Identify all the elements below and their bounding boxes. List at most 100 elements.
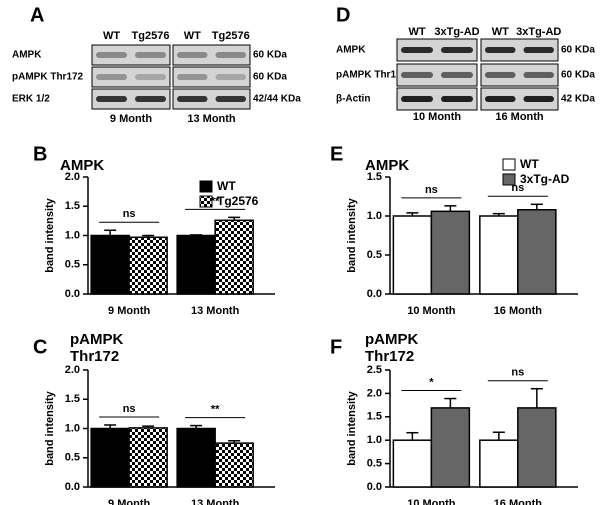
- x-tick-label: 9 Month: [108, 305, 150, 317]
- bar: [392, 215, 433, 295]
- bar: [176, 234, 216, 295]
- blot-size-label: 60 KDa: [561, 70, 595, 81]
- blot-row-label: pAMPK Thr172: [336, 70, 408, 81]
- blot-image: [91, 88, 171, 110]
- bar: [176, 427, 216, 488]
- blot-size-label: 42 KDa: [561, 94, 595, 105]
- bar: [392, 439, 433, 488]
- blot-row-label: ERK 1/2: [12, 94, 50, 105]
- legend-label: 3xTg-AD: [520, 172, 570, 186]
- blot-band: [401, 72, 433, 78]
- x-tick-label: 13 Month: [191, 305, 240, 317]
- y-tick-label: 0.5: [367, 458, 382, 470]
- y-tick-label: 1.0: [367, 210, 382, 222]
- bar: [517, 407, 557, 488]
- bar: [90, 427, 130, 488]
- blot-band: [135, 74, 166, 80]
- blot-band: [177, 96, 208, 102]
- blot-band: [177, 52, 208, 58]
- blot-size-label: 60 KDa: [253, 72, 287, 83]
- blot-band: [441, 96, 473, 102]
- blot-band: [177, 74, 208, 80]
- blot-image: [91, 66, 171, 88]
- y-tick-label: 0.0: [367, 481, 382, 493]
- legend-swatch: [199, 195, 213, 208]
- y-tick-label: 1.5: [367, 171, 382, 183]
- blot-band: [441, 47, 473, 53]
- y-tick-label: 0.5: [65, 259, 80, 271]
- bar: [479, 439, 519, 488]
- legend-swatch: [199, 180, 213, 193]
- bar: [430, 407, 471, 488]
- panel-letter: A: [30, 4, 44, 26]
- blot-image: [91, 44, 171, 66]
- bar: [214, 219, 254, 295]
- bar: [128, 236, 168, 295]
- x-tick-label: 13 Month: [191, 498, 240, 505]
- significance-label: *: [429, 376, 434, 388]
- chart-title: AMPK: [365, 157, 409, 174]
- blot-group-label: 13 Month: [187, 113, 236, 125]
- blot-image: [480, 87, 559, 111]
- blot-band: [215, 52, 246, 58]
- blot-band: [485, 96, 516, 102]
- y-tick-label: 1.5: [367, 411, 382, 423]
- blot-header: WT: [103, 30, 120, 42]
- blot-band: [485, 47, 516, 53]
- y-tick-label: 1.5: [65, 393, 80, 405]
- y-tick-label: 1.0: [367, 434, 382, 446]
- blot-band: [135, 52, 166, 58]
- blot-size-label: 42/44 KDa: [253, 94, 301, 105]
- blot-group-label: 16 Month: [495, 111, 544, 123]
- bar: [214, 442, 254, 488]
- panel-letter: B: [33, 143, 47, 165]
- y-axis-label: band intensity: [44, 197, 56, 272]
- blot-band: [523, 96, 554, 102]
- blot-header: WT: [492, 26, 509, 38]
- blot-image: [172, 44, 251, 66]
- legend-swatch: [502, 173, 516, 186]
- significance-label: ns: [425, 184, 438, 196]
- significance-label: ns: [123, 208, 136, 220]
- blot-band: [523, 47, 554, 53]
- blot-row-label: AMPK: [12, 50, 42, 61]
- blot-band: [215, 96, 246, 102]
- x-tick-label: 10 Month: [407, 498, 456, 505]
- blot-band: [96, 96, 127, 102]
- blot-band: [215, 74, 246, 80]
- blot-band: [96, 52, 127, 58]
- y-tick-label: 0.0: [65, 481, 80, 493]
- blot-header: Tg2576: [212, 30, 250, 42]
- y-axis-label: band intensity: [346, 197, 358, 272]
- blot-band: [401, 47, 433, 53]
- bar: [128, 427, 168, 488]
- bar: [90, 234, 130, 295]
- blot-image: [396, 38, 478, 62]
- blot-image: [396, 63, 478, 87]
- y-tick-label: 1.5: [65, 200, 80, 212]
- y-tick-label: 0.0: [367, 288, 382, 300]
- y-tick-label: 2.0: [65, 171, 80, 183]
- x-tick-label: 16 Month: [494, 305, 543, 317]
- blot-band: [401, 96, 433, 102]
- chart-title: pAMPK: [70, 331, 123, 348]
- blot-band: [523, 72, 554, 78]
- y-tick-label: 2.0: [65, 364, 80, 376]
- blot-image: [172, 66, 251, 88]
- chart-title: Thr172: [70, 348, 119, 365]
- y-axis-label: band intensity: [346, 390, 358, 465]
- blot-band: [96, 74, 127, 80]
- blot-band: [485, 72, 516, 78]
- significance-label: ns: [511, 367, 524, 379]
- blot-size-label: 60 KDa: [561, 45, 595, 56]
- y-tick-label: 0.0: [65, 288, 80, 300]
- blot-row-label: AMPK: [336, 45, 366, 56]
- panel-letter: C: [33, 336, 47, 358]
- significance-label: ns: [123, 403, 136, 415]
- x-tick-label: 10 Month: [407, 305, 456, 317]
- legend-swatch: [502, 158, 516, 171]
- y-tick-label: 0.5: [367, 249, 382, 261]
- blot-header: WT: [408, 26, 425, 38]
- blot-band: [441, 72, 473, 78]
